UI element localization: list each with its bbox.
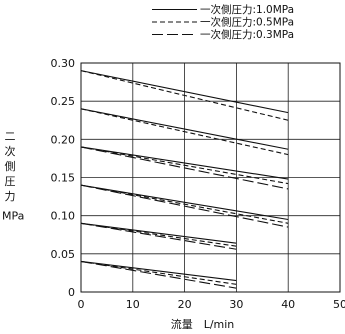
y-axis-unit: MPa xyxy=(2,210,24,223)
y-axis-label-char: 圧 xyxy=(5,175,16,188)
y-tick-label: 0.20 xyxy=(51,133,76,146)
y-tick-label: 0.30 xyxy=(51,57,76,70)
curve-dashed xyxy=(80,146,289,185)
x-tick-label: 50 xyxy=(333,298,345,311)
y-axis-label-char: 力 xyxy=(5,190,16,203)
y-axis-label-char: 二 xyxy=(5,130,16,143)
curve-solid xyxy=(80,70,289,114)
curve-dashed xyxy=(80,184,289,224)
legend-label: 一次側圧力:1.0MPa xyxy=(200,3,294,16)
y-tick-label: 0.10 xyxy=(51,210,76,223)
curve-solid xyxy=(80,146,289,180)
x-tick-label: 10 xyxy=(126,298,140,311)
y-tick-label: 0.15 xyxy=(51,172,76,185)
curve-longdash xyxy=(80,146,289,190)
x-tick-label: 0 xyxy=(78,298,85,311)
curve-dashed xyxy=(80,108,289,156)
y-tick-labels: 0 0.05 0.10 0.15 0.20 0.25 0.30 xyxy=(51,57,76,299)
curve-longdash xyxy=(80,184,289,228)
curve-longdash xyxy=(80,260,237,289)
grid xyxy=(81,63,340,292)
curve-dashed xyxy=(80,260,237,285)
x-axis-label: 流量 L/min xyxy=(171,317,235,331)
y-axis-label-char: 側 xyxy=(5,160,16,173)
curve-solid xyxy=(80,184,289,221)
curve-solid xyxy=(80,222,237,244)
curves xyxy=(80,70,289,289)
curve-solid xyxy=(80,108,289,150)
y-axis-label-char: 次 xyxy=(5,144,16,158)
x-tick-label: 30 xyxy=(229,298,243,311)
legend-label: 一次側圧力:0.3MPa xyxy=(200,28,294,41)
x-tick-labels: 0 10 20 30 40 50 xyxy=(78,298,345,311)
curve-dashed xyxy=(80,222,237,247)
y-tick-label: 0.05 xyxy=(51,248,76,261)
x-tick-label: 40 xyxy=(281,298,295,311)
x-tick-label: 20 xyxy=(178,298,192,311)
y-tick-label: 0 xyxy=(68,286,75,299)
plot-frame xyxy=(80,62,341,293)
y-tick-label: 0.25 xyxy=(51,95,76,108)
curve-dashed xyxy=(80,70,289,121)
legend-label: 一次側圧力:0.5MPa xyxy=(200,16,294,29)
curve-solid xyxy=(80,260,237,282)
curve-longdash xyxy=(80,222,237,250)
